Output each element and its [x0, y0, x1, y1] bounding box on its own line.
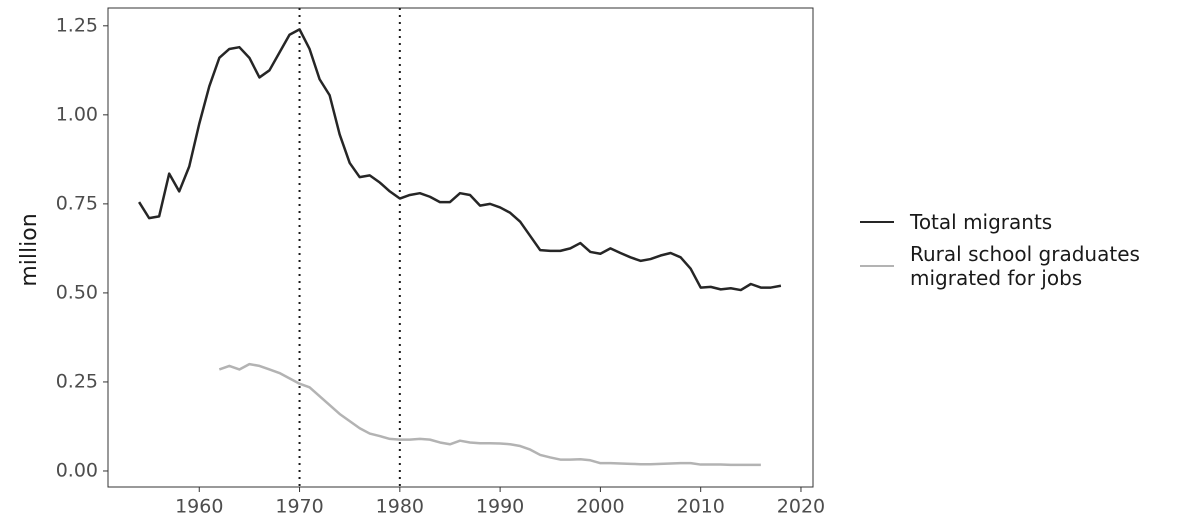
x-tick-label: 1990	[476, 496, 524, 518]
x-tick-label: 2010	[677, 496, 725, 518]
legend-swatch	[860, 264, 894, 268]
x-tick-label: 1960	[175, 496, 223, 518]
x-tick-label: 2020	[777, 496, 825, 518]
y-tick-label: 0.00	[56, 459, 98, 481]
x-tick-label: 1970	[275, 496, 323, 518]
plot-panel	[107, 7, 814, 488]
y-tick-label: 0.50	[56, 281, 98, 303]
legend-swatch	[860, 220, 894, 224]
x-tick-label: 2000	[576, 496, 624, 518]
y-axis-title: million	[17, 213, 42, 286]
legend-item: Rural school graduates migrated for jobs	[860, 242, 1160, 290]
legend-label: Rural school graduates migrated for jobs	[910, 242, 1140, 290]
legend-label: Total migrants	[910, 210, 1053, 234]
y-tick-label: 1.00	[56, 103, 98, 125]
legend-item: Total migrants	[860, 210, 1160, 234]
y-tick-label: 0.25	[56, 370, 98, 392]
legend: Total migrants Rural school graduates mig…	[860, 210, 1160, 298]
y-tick-label: 1.25	[56, 14, 98, 36]
series-line	[138, 28, 782, 292]
series-line	[218, 362, 761, 467]
x-tick-label: 1980	[376, 496, 424, 518]
y-tick-label: 0.75	[56, 192, 98, 214]
